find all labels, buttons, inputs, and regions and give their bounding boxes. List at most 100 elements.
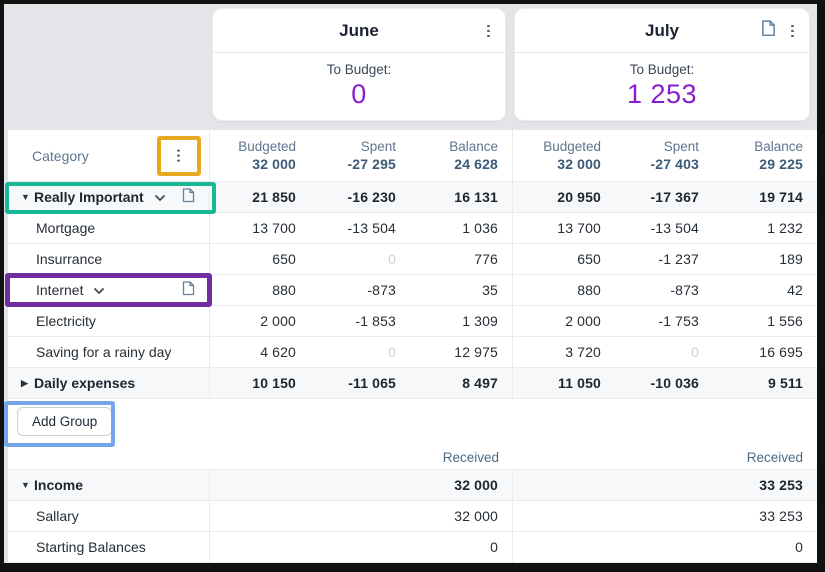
category-name: Internet — [36, 282, 84, 298]
header-june-balance[interactable]: Balance 24 628 — [410, 130, 513, 181]
page-icon[interactable] — [182, 281, 195, 299]
cell-june-budgeted[interactable]: 10 150 — [252, 375, 296, 391]
cell-july-budgeted[interactable]: 650 — [577, 251, 601, 267]
cell-july-balance[interactable]: 19 714 — [759, 189, 803, 205]
table-row-starting-balances[interactable]: Starting Balances 0 0 — [8, 532, 817, 563]
note-page-icon[interactable] — [761, 20, 776, 42]
cell-july-received[interactable]: 33 253 — [759, 477, 803, 493]
cell-july-budgeted[interactable]: 880 — [577, 282, 601, 298]
collapse-triangle-icon[interactable]: ▶ — [21, 377, 28, 388]
cell-june-balance[interactable]: 35 — [410, 275, 513, 305]
header-june-budgeted[interactable]: Budgeted 32 000 — [238, 139, 296, 172]
cell-july-received[interactable]: 33 253 — [759, 508, 803, 524]
cell-june-spent[interactable]: 0 — [388, 344, 396, 360]
cell-june-budgeted[interactable]: 650 — [272, 251, 296, 267]
cell-june-spent[interactable]: -13 504 — [347, 220, 396, 236]
cell-july-budgeted[interactable]: 13 700 — [557, 220, 601, 236]
cell-june-balance[interactable]: 1 309 — [410, 306, 513, 336]
cell-june-spent[interactable]: -16 230 — [347, 189, 396, 205]
cell-june-balance[interactable]: 776 — [410, 244, 513, 274]
cell-june-budgeted[interactable]: 13 700 — [252, 220, 296, 236]
add-group-button[interactable]: Add Group — [17, 407, 113, 436]
to-budget-value[interactable]: 0 — [351, 79, 367, 109]
cell-june-budgeted[interactable]: 21 850 — [252, 189, 296, 205]
table-header-row: Category Budgeted 32 000 Spent -27 295 B… — [8, 130, 817, 182]
month-card-july: July To Budget: 1 253 — [514, 8, 810, 121]
cell-june-budgeted[interactable]: 880 — [272, 282, 296, 298]
header-june-spent[interactable]: Spent -27 295 — [347, 139, 396, 172]
category-header-label: Category — [32, 147, 89, 164]
cell-july-balance[interactable]: 42 — [787, 282, 803, 298]
cell-july-spent[interactable]: -873 — [670, 282, 699, 298]
cell-june-spent[interactable]: 0 — [388, 251, 396, 267]
cell-june-balance[interactable]: 1 036 — [410, 213, 513, 243]
cell-june-spent[interactable]: -1 853 — [355, 313, 396, 329]
cell-june-spent[interactable]: -11 065 — [348, 375, 396, 391]
cell-july-spent[interactable]: -1 237 — [658, 251, 699, 267]
cell-july-spent[interactable]: -10 036 — [650, 375, 699, 391]
table-row-really-important[interactable]: ▼ Really Important 21 850 -16 230 16 131… — [8, 182, 817, 213]
header-july-balance[interactable]: Balance 29 225 — [754, 139, 803, 172]
cell-july-balance[interactable]: 189 — [779, 251, 803, 267]
cell-june-received[interactable]: 32 000 — [210, 470, 513, 500]
cell-june-received[interactable]: 32 000 — [210, 501, 513, 531]
cell-june-balance[interactable]: 16 131 — [410, 182, 513, 212]
cell-june-spent[interactable]: -873 — [367, 282, 396, 298]
cell-july-balance[interactable]: 1 556 — [767, 313, 803, 329]
category-header-cell: Category — [8, 130, 210, 181]
cell-june-balance[interactable]: 12 975 — [410, 337, 513, 367]
received-header-row: Received Received — [8, 446, 817, 470]
cell-june-received[interactable]: 0 — [210, 532, 513, 562]
page-icon[interactable] — [182, 188, 195, 206]
cell-july-balance[interactable]: 1 232 — [767, 220, 803, 236]
category-name: Starting Balances — [36, 539, 146, 555]
category-name: Sallary — [36, 508, 79, 524]
month-menu-icon[interactable] — [788, 22, 797, 41]
cell-july-balance[interactable]: 9 511 — [767, 375, 803, 391]
table-row-internet[interactable]: Internet 880 -873 35 880 -873 42 — [8, 275, 817, 306]
collapse-triangle-icon[interactable]: ▼ — [21, 192, 30, 202]
cell-july-budgeted[interactable]: 2 000 — [565, 313, 601, 329]
received-header-july: Received — [746, 450, 803, 465]
cell-june-budgeted[interactable]: 4 620 — [260, 344, 296, 360]
cell-july-spent[interactable]: -1 753 — [658, 313, 699, 329]
cell-july-received[interactable]: 0 — [795, 539, 803, 555]
chevron-down-icon[interactable] — [93, 282, 105, 298]
budget-table: Category Budgeted 32 000 Spent -27 295 B… — [8, 130, 817, 563]
table-row-electricity[interactable]: Electricity 2 000 -1 853 1 309 2 000 -1 … — [8, 306, 817, 337]
table-row-income[interactable]: ▼ Income 32 000 33 253 — [8, 470, 817, 501]
month-card-june: June To Budget: 0 — [212, 8, 506, 121]
cell-july-budgeted[interactable]: 3 720 — [565, 344, 601, 360]
month-title: July — [644, 20, 680, 40]
cell-june-budgeted[interactable]: 2 000 — [260, 313, 296, 329]
group-name: Daily expenses — [34, 375, 136, 391]
cell-july-budgeted[interactable]: 20 950 — [557, 189, 601, 205]
table-row-mortgage[interactable]: Mortgage 13 700 -13 504 1 036 13 700 -13… — [8, 213, 817, 244]
cell-july-spent[interactable]: 0 — [691, 344, 699, 360]
table-row-insurrance[interactable]: Insurrance 650 0 776 650 -1 237 189 — [8, 244, 817, 275]
month-card-header: July — [515, 9, 809, 53]
category-name: Electricity — [36, 313, 96, 329]
header-july-spent[interactable]: Spent -27 403 — [650, 139, 699, 172]
table-menu-icon[interactable] — [174, 146, 183, 165]
table-row-daily-expenses[interactable]: ▶ Daily expenses 10 150 -11 065 8 497 11… — [8, 368, 817, 399]
to-budget-label: To Budget: — [326, 62, 392, 77]
collapse-triangle-icon[interactable]: ▼ — [21, 480, 30, 490]
received-header-june: Received — [442, 450, 499, 465]
chevron-down-icon[interactable] — [154, 189, 166, 205]
month-title: June — [339, 20, 379, 40]
add-group-row: Add Group — [8, 399, 817, 446]
to-budget-value[interactable]: 1 253 — [626, 79, 698, 109]
cell-july-spent[interactable]: -13 504 — [650, 220, 699, 236]
table-row-saving[interactable]: Saving for a rainy day 4 620 0 12 975 3 … — [8, 337, 817, 368]
table-row-sallary[interactable]: Sallary 32 000 33 253 — [8, 501, 817, 532]
month-menu-icon[interactable] — [484, 22, 493, 41]
cell-july-spent[interactable]: -17 367 — [650, 189, 699, 205]
cell-july-budgeted[interactable]: 11 050 — [558, 375, 601, 391]
category-name: Insurrance — [36, 251, 103, 267]
cell-july-balance[interactable]: 16 695 — [759, 344, 803, 360]
cell-june-balance[interactable]: 8 497 — [410, 368, 513, 398]
header-july-budgeted[interactable]: Budgeted 32 000 — [543, 139, 601, 172]
to-budget-label: To Budget: — [629, 62, 695, 77]
category-name: Saving for a rainy day — [36, 344, 172, 360]
